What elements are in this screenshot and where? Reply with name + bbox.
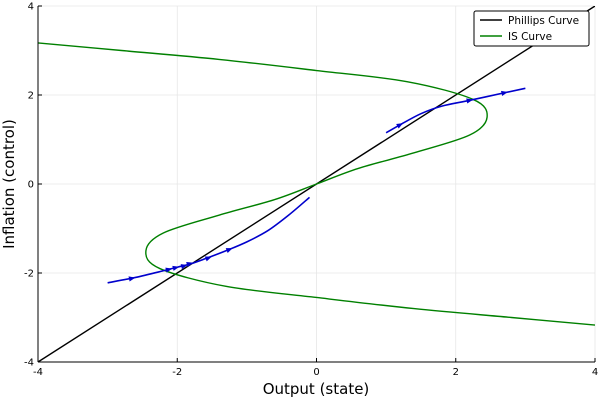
trajectory-line-1 xyxy=(107,196,311,284)
y-axis-label: Inflation (control) xyxy=(0,119,18,249)
trajectory-arrow-1-4 xyxy=(186,262,194,268)
trajectory-arrow-1-3 xyxy=(180,264,188,270)
trajectory-arrow-1-5 xyxy=(204,256,212,262)
x-axis-label: Output (state) xyxy=(263,380,370,398)
y-tick-label-1: -2 xyxy=(24,269,34,280)
tick-labels: -4 -2 0 2 4 -4 -2 0 2 4 xyxy=(24,2,598,379)
legend-entry-phillips: Phillips Curve xyxy=(508,15,579,27)
y-tick-label-3: 2 xyxy=(28,91,34,102)
x-tick-label-2: 0 xyxy=(313,367,319,378)
trajectory-arrow-0-1 xyxy=(466,98,474,104)
trajectory-arrow-1-2 xyxy=(172,265,180,271)
series-line-1 xyxy=(38,42,595,326)
y-tick-label-0: -4 xyxy=(24,358,34,369)
legend-entry-is: IS Curve xyxy=(508,31,552,43)
y-tick-label-4: 4 xyxy=(28,2,34,13)
x-tick-label-4: 4 xyxy=(592,367,598,378)
trajectory-arrow-0-2 xyxy=(501,90,508,96)
y-tick-label-2: 0 xyxy=(28,180,34,191)
x-tick-label-1: -2 xyxy=(172,367,182,378)
plot-area xyxy=(38,6,595,362)
x-tick-label-0: -4 xyxy=(33,367,43,378)
x-tick-label-3: 2 xyxy=(453,367,459,378)
trajectory-arrow-0-0 xyxy=(396,123,404,129)
legend: Phillips Curve IS Curve xyxy=(473,10,590,47)
trajectory-arrow-1-0 xyxy=(128,276,136,282)
trajectory-arrow-1-1 xyxy=(165,267,173,273)
trajectory-arrow-1-6 xyxy=(225,248,233,253)
legend-box xyxy=(473,10,590,47)
